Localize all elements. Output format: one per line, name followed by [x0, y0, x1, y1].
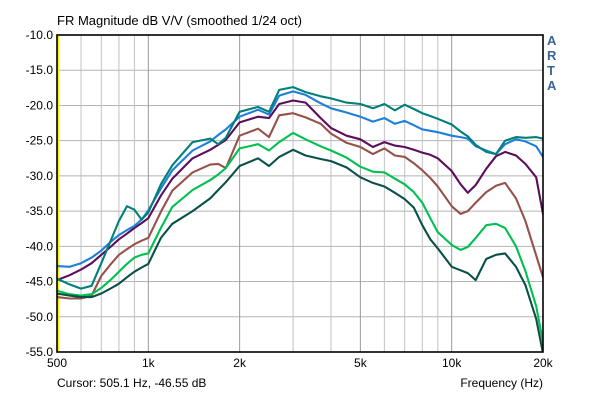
- cursor-readout: Cursor: 505.1 Hz, -46.55 dB: [57, 376, 207, 390]
- curve-teal: [57, 86, 543, 290]
- arta-logo-letter: R: [547, 48, 557, 63]
- y-tick-label: -25.0: [26, 134, 54, 148]
- y-tick-label: -45.0: [26, 275, 54, 289]
- curve-dark-green: [57, 148, 543, 352]
- curve-green: [57, 131, 543, 344]
- curve-blue: [57, 90, 543, 268]
- gridlines: [57, 35, 543, 352]
- x-axis-labels: 500 1k 2k 5k 10k 20k: [47, 356, 554, 370]
- curve-brown: [57, 112, 543, 300]
- x-tick-label: 2k: [233, 356, 247, 370]
- status-bar: Cursor: 505.1 Hz, -46.55 dB Frequency (H…: [0, 374, 600, 394]
- y-tick-label: -35.0: [26, 204, 54, 218]
- x-tick-label: 20k: [533, 356, 553, 370]
- y-axis-labels: -10.0 -15.0 -20.0 -25.0 -30.0 -35.0 -40.0 -45.0…: [26, 28, 54, 359]
- x-tick-label: 10k: [442, 356, 462, 370]
- curve-purple: [57, 99, 543, 282]
- y-tick-label: -30.0: [26, 169, 54, 183]
- plot-border: [56, 34, 544, 353]
- y-tick-label: -15.0: [26, 63, 54, 77]
- y-tick-label: -10.0: [26, 28, 54, 42]
- chart-title: FR Magnitude dB V/V (smoothed 1/24 oct): [57, 13, 302, 28]
- x-axis-title: Frequency (Hz): [460, 376, 543, 390]
- arta-logo: A R T A: [547, 33, 567, 93]
- x-tick-label: 1k: [142, 356, 156, 370]
- arta-logo-letter: A: [547, 78, 557, 93]
- y-tick-label: -20.0: [26, 98, 54, 112]
- arta-logo-letter: A: [547, 33, 557, 48]
- y-tick-label: -40.0: [26, 239, 54, 253]
- y-tick-label: -50.0: [26, 310, 54, 324]
- fr-curves: [57, 86, 543, 352]
- y-tick-label: -55.0: [26, 345, 54, 359]
- x-tick-label: 5k: [354, 356, 368, 370]
- arta-logo-letter: T: [547, 63, 555, 78]
- x-tick-label: 500: [47, 356, 67, 370]
